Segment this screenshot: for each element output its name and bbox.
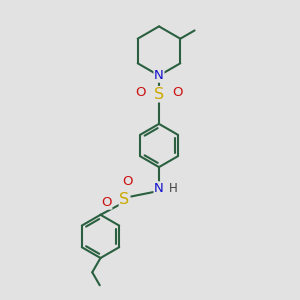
Text: S: S [154,87,164,102]
Text: N: N [154,182,164,195]
Text: N: N [154,69,164,82]
Text: O: O [101,196,112,209]
Text: S: S [119,192,130,207]
Text: O: O [172,86,183,99]
Text: O: O [122,175,133,188]
Text: H: H [169,182,177,195]
Text: O: O [135,86,146,99]
